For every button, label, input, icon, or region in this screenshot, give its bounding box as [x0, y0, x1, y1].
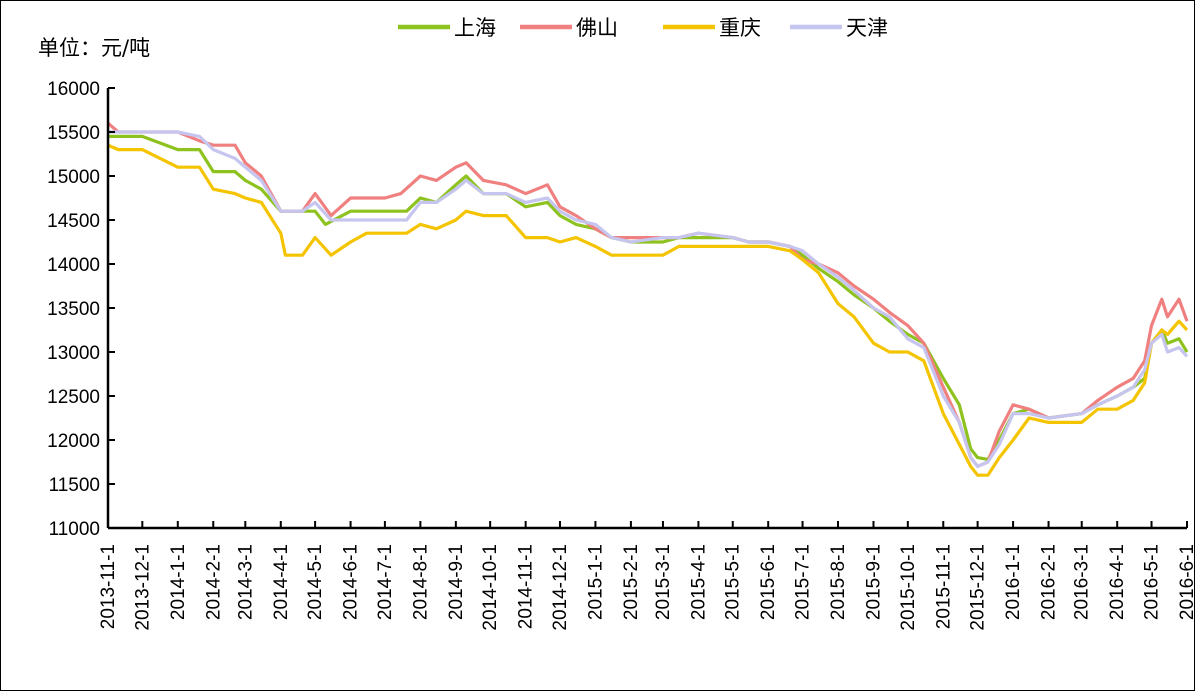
series-line-1: [108, 134, 1189, 461]
axes-layer: 11000 11500 12000 12500 13000 13500 14000 14500…: [47, 79, 1195, 631]
x-tick-label: 2015-2-1: [621, 544, 642, 620]
x-tick-label: 2014-8-1: [410, 544, 431, 620]
x-tick-label: 2016-4-1: [1107, 544, 1128, 620]
y-tick-label: 12000: [47, 431, 100, 452]
x-tick-label: 2016-2-1: [1039, 544, 1060, 620]
x-tick-label: 2015-1-1: [585, 544, 606, 620]
x-tick-label: 2015-7-1: [793, 544, 814, 620]
series-line-4: [108, 130, 1189, 468]
x-tick-label: 2014-3-1: [235, 544, 256, 620]
x-tick-label: 2015-4-1: [688, 544, 709, 620]
x-tick-label: 2013-12-1: [132, 544, 153, 631]
x-tick-label: 2016-6-1: [1177, 544, 1195, 620]
series-layer: [106, 121, 1189, 477]
series-line-3: [107, 143, 1189, 477]
x-tick-label: 2014-7-1: [375, 544, 396, 620]
x-tick-label: 2015-5-1: [723, 544, 744, 620]
legend: 上海 佛山 重庆 天津: [398, 16, 888, 40]
y-tick-label: 13500: [47, 299, 100, 320]
y-axis-unit-label: 单位：元/吨: [38, 36, 150, 60]
x-tick-label: 2015-10-1: [898, 544, 919, 631]
legend-label-2: 佛山: [576, 16, 618, 40]
x-tick-label: 2015-8-1: [828, 544, 849, 620]
y-tick-label: 14500: [47, 211, 100, 232]
x-tick-label: 2014-10-1: [480, 544, 501, 631]
x-tick-label: 2015-3-1: [653, 544, 674, 620]
legend-label-4: 天津: [846, 16, 888, 40]
x-tick-label: 2014-6-1: [341, 544, 362, 620]
x-tick-label: 2016-5-1: [1142, 544, 1163, 620]
y-tick-label: 15500: [47, 123, 100, 144]
x-tick-label: 2014-1-1: [168, 544, 189, 620]
x-tick-label: 2014-2-1: [203, 544, 224, 620]
x-tick-label: 2015-6-1: [758, 544, 779, 620]
y-tick-label: 12500: [47, 387, 100, 408]
x-tick-label: 2014-12-1: [550, 544, 571, 631]
legend-label-1: 上海: [454, 16, 496, 40]
x-tick-label: 2014-11-1: [516, 544, 537, 629]
y-tick-label: 14000: [47, 255, 100, 276]
y-tick-label: 11500: [49, 475, 100, 496]
x-tick-label: 2016-3-1: [1072, 544, 1093, 620]
legend-label-3: 重庆: [719, 16, 761, 40]
x-tick-label: 2015-9-1: [864, 544, 885, 620]
x-tick-label: 2014-5-1: [305, 544, 326, 620]
y-tick-label: 15000: [47, 167, 100, 188]
x-tick-label: 2015-11-1: [933, 544, 954, 629]
x-tick-label: 2015-12-1: [968, 544, 989, 631]
y-tick-label: 13000: [47, 343, 100, 364]
x-tick-label: 2013-11-1: [98, 544, 119, 629]
x-tick-label: 2014-4-1: [271, 544, 292, 620]
y-tick-label: 11000: [49, 519, 100, 540]
y-tick-label: 16000: [47, 79, 100, 100]
x-tick-label: 2016-1-1: [1003, 544, 1024, 620]
x-tick-label: 2014-9-1: [446, 544, 467, 620]
